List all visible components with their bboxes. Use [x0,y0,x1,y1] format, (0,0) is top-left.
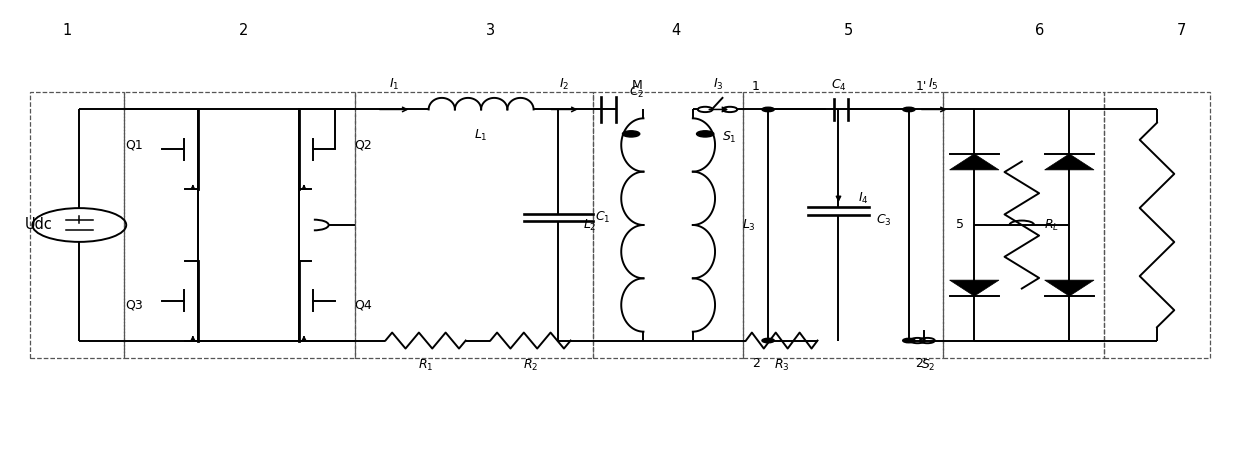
Text: Q4: Q4 [355,298,372,311]
Text: $S_1$: $S_1$ [722,130,737,144]
Text: $C_1$: $C_1$ [595,210,611,225]
Circle shape [903,107,915,112]
Text: $L_2$: $L_2$ [583,217,596,233]
Bar [30,92,124,358]
Text: $L_3$: $L_3$ [743,217,756,233]
Circle shape [697,131,714,137]
Polygon shape [950,154,999,170]
Bar [124,92,355,358]
Text: $R_1$: $R_1$ [418,358,433,374]
Text: $I_4$: $I_4$ [858,191,869,206]
Text: 5: 5 [956,219,965,231]
Text: 1: 1 [62,23,72,38]
Text: $I_1$: $I_1$ [389,76,399,92]
Text: $I_2$: $I_2$ [559,76,569,92]
Text: 2: 2 [239,23,248,38]
Text: $C_4$: $C_4$ [831,77,847,93]
Circle shape [761,107,774,112]
Polygon shape [1044,280,1094,296]
Text: 1: 1 [751,81,760,94]
Text: $R_3$: $R_3$ [774,358,790,374]
Text: $R_L$: $R_L$ [1044,217,1059,233]
Polygon shape [1044,154,1094,170]
Bar [1104,92,1210,358]
Text: 2: 2 [751,356,760,369]
Circle shape [903,338,915,343]
Text: 6: 6 [1035,23,1044,38]
Circle shape [761,338,774,343]
Text: Q3: Q3 [125,298,143,311]
Text: $S_2$: $S_2$ [921,358,936,374]
Text: $L_1$: $L_1$ [474,128,489,143]
Text: 4: 4 [671,23,681,38]
Text: Q2: Q2 [355,139,372,152]
Bar [744,92,944,358]
Circle shape [622,131,640,137]
Text: $I_5$: $I_5$ [929,76,939,92]
Text: Udc: Udc [25,217,53,233]
Text: 7: 7 [1177,23,1187,38]
Text: $I_3$: $I_3$ [713,76,724,92]
Text: 1': 1' [915,81,926,94]
Text: $C_2$: $C_2$ [629,85,644,99]
Text: $R_2$: $R_2$ [523,358,538,374]
Text: 5: 5 [843,23,853,38]
Text: 2': 2' [915,356,926,369]
Text: M: M [632,79,642,92]
Bar [593,92,744,358]
Bar [355,92,593,358]
Text: Q1: Q1 [125,139,143,152]
Bar [944,92,1104,358]
Polygon shape [950,280,999,296]
Text: 3: 3 [486,23,495,38]
Text: $C_3$: $C_3$ [875,213,892,228]
